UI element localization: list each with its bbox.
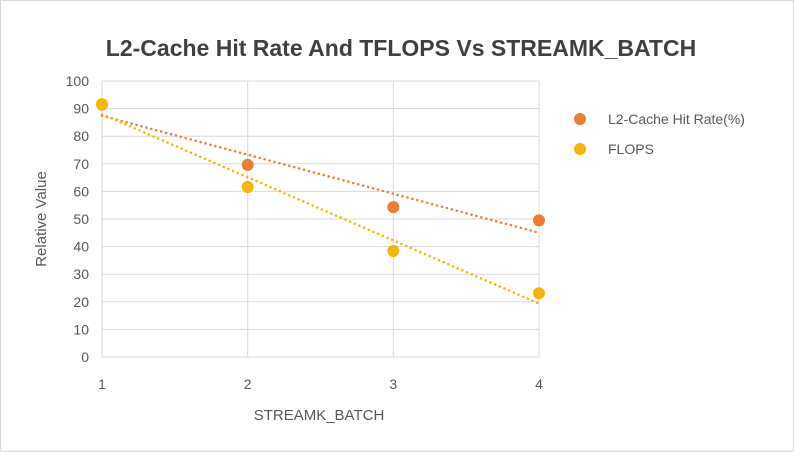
y-tick-label: 20 xyxy=(73,294,89,310)
y-tick-label: 90 xyxy=(73,101,89,117)
y-tick-label: 100 xyxy=(66,73,90,89)
x-tick-label: 4 xyxy=(535,376,543,392)
data-point-1 xyxy=(96,98,108,111)
y-tick-label: 80 xyxy=(73,128,89,144)
data-points xyxy=(96,98,545,300)
legend: L2-Cache Hit Rate(%) FLOPS xyxy=(574,111,745,157)
y-tick-label: 40 xyxy=(73,239,89,255)
data-point-1 xyxy=(533,287,545,300)
data-point-0 xyxy=(387,201,400,214)
x-tick-label: 3 xyxy=(389,376,397,392)
trendline-1 xyxy=(100,112,541,305)
y-tick-label: 60 xyxy=(73,183,89,199)
y-tick-labels: 0 10 20 30 40 50 60 70 80 90 100 xyxy=(66,73,90,365)
y-tick-label: 70 xyxy=(73,156,89,172)
data-point-0 xyxy=(241,158,254,171)
y-tick-label: 0 xyxy=(81,349,89,365)
trendline-0 xyxy=(100,114,541,234)
y-tick-label: 50 xyxy=(73,211,89,227)
data-point-1 xyxy=(241,180,254,193)
x-axis-label: STREAMK_BATCH xyxy=(254,407,385,424)
grid xyxy=(101,80,540,358)
legend-marker xyxy=(574,143,586,155)
x-tick-label: 1 xyxy=(98,376,106,392)
y-tick-label: 10 xyxy=(73,321,89,337)
y-tick-label: 30 xyxy=(73,266,89,282)
data-point-1 xyxy=(387,245,400,258)
legend-marker xyxy=(574,113,586,125)
legend-label: FLOPS xyxy=(608,141,654,157)
y-axis-label: Relative Value xyxy=(33,171,50,267)
trendlines xyxy=(100,112,541,305)
data-point-0 xyxy=(533,214,545,227)
x-tick-labels: 1 2 3 4 xyxy=(98,376,543,392)
chart-title: L2-Cache Hit Rate And TFLOPS Vs STREAMK_… xyxy=(106,35,696,61)
legend-label: L2-Cache Hit Rate(%) xyxy=(608,111,745,127)
x-tick-label: 2 xyxy=(244,376,252,392)
